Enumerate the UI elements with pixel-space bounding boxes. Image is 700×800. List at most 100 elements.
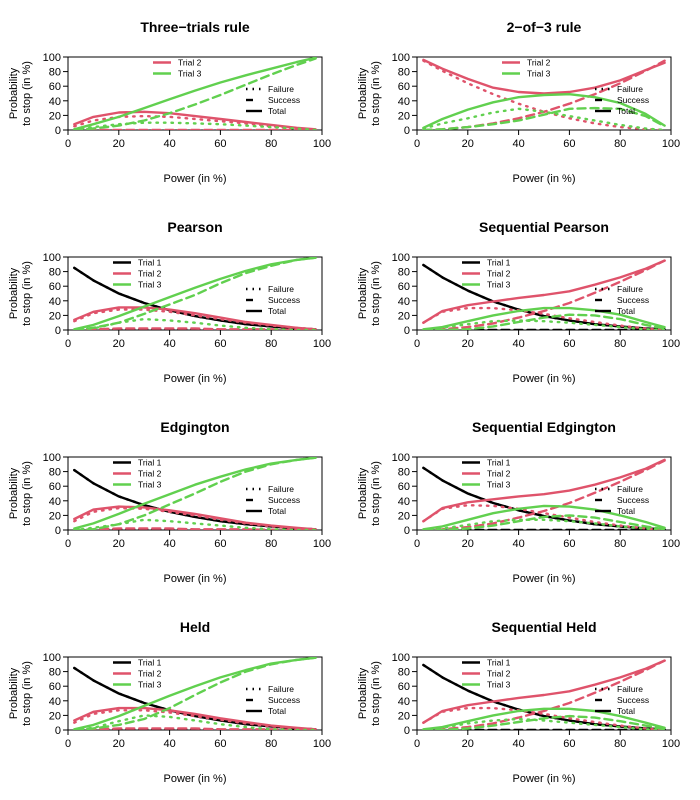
x-tick-label: 40 xyxy=(163,338,175,350)
x-tick-label: 100 xyxy=(662,138,680,150)
x-tick-label: 80 xyxy=(265,738,277,750)
x-tick-label: 40 xyxy=(512,138,524,150)
legend-label: Trial 1 xyxy=(487,658,511,668)
panel-title: Sequential Held xyxy=(491,619,596,635)
panel-title: Pearson xyxy=(167,219,222,235)
linetype-label: Success xyxy=(617,695,649,705)
series-line-trial-2-total xyxy=(422,458,666,523)
series-group xyxy=(73,657,317,730)
linetype-label: Total xyxy=(617,106,635,116)
y-tick-label: 0 xyxy=(55,525,61,537)
x-tick-label: 20 xyxy=(113,138,125,150)
panel-7: Sequential Held 0 20 40 60 80 100 0 20 40 60 80 100 P… xyxy=(357,619,680,785)
series-line-trial-3-total xyxy=(73,457,317,530)
series-line-trial-2-failure xyxy=(73,709,317,730)
series-line-trial-3-failure xyxy=(73,518,317,530)
x-axis-label: Power (in %) xyxy=(513,173,576,185)
panel-4: Edgington 0 20 40 60 80 100 0 20 40 60 80 100 Power (… xyxy=(8,419,331,585)
y-axis-label-line: to stop (in %) xyxy=(21,661,33,726)
y-tick-label: 0 xyxy=(404,325,410,337)
y-tick-label: 20 xyxy=(49,510,61,522)
y-tick-label: 20 xyxy=(49,310,61,322)
y-axis-label-line: to stop (in %) xyxy=(370,661,382,726)
y-tick-label: 0 xyxy=(55,725,61,737)
series-line-trial-3-success xyxy=(422,313,666,330)
linetype-label: Total xyxy=(268,506,286,516)
legend-label: Trial 3 xyxy=(138,480,162,490)
series-line-trial-3-total xyxy=(422,707,666,730)
series-line-trial-2-total xyxy=(73,110,317,130)
x-axis-label: Power (in %) xyxy=(164,773,227,785)
y-axis-label: Probabilityto stop (in %) xyxy=(357,461,382,526)
series-line-trial-3-failure xyxy=(73,714,317,730)
legend-label: Trial 1 xyxy=(138,258,162,268)
x-axis-label: Power (in %) xyxy=(164,573,227,585)
x-tick-label: 0 xyxy=(414,338,420,350)
panel-6: Held 0 20 40 60 80 100 0 20 40 60 80 100 Power (in %)… xyxy=(8,619,331,785)
series-group xyxy=(73,457,317,530)
x-tick-label: 0 xyxy=(65,738,71,750)
series-line-trial-3-total xyxy=(73,657,317,730)
y-tick-label: 80 xyxy=(49,267,61,279)
series-line-trial-2-total xyxy=(73,706,317,730)
y-tick-label: 40 xyxy=(398,496,410,508)
y-tick-label: 40 xyxy=(49,696,61,708)
x-tick-label: 60 xyxy=(563,738,575,750)
y-tick-label: 20 xyxy=(398,710,410,722)
series-line-trial-3-total xyxy=(73,257,317,330)
y-tick-label: 0 xyxy=(404,125,410,137)
y-tick-label: 100 xyxy=(43,52,61,64)
x-tick-label: 20 xyxy=(462,738,474,750)
series-group xyxy=(422,659,666,730)
y-axis-label-line: Probability xyxy=(8,467,20,519)
linetype-label: Success xyxy=(617,295,649,305)
legend-label: Trial 1 xyxy=(138,658,162,668)
series-line-trial-3-success xyxy=(422,514,666,530)
legend-label: Trial 3 xyxy=(138,280,162,290)
y-axis-label: Probabilityto stop (in %) xyxy=(357,261,382,326)
linetype-label: Failure xyxy=(617,684,643,694)
y-tick-label: 40 xyxy=(49,496,61,508)
y-tick-label: 80 xyxy=(398,67,410,79)
plot-box xyxy=(416,56,672,131)
series-line-trial-2-success xyxy=(422,259,666,330)
y-axis-label: Probabilityto stop (in %) xyxy=(8,661,33,726)
panel-title: Edgington xyxy=(160,419,229,435)
y-tick-label: 100 xyxy=(392,652,410,664)
x-tick-label: 40 xyxy=(512,338,524,350)
series-line-trial-3-failure xyxy=(422,319,666,330)
series-line-trial-2-success xyxy=(73,527,317,530)
series-line-trial-3-total xyxy=(73,57,317,130)
linetype-label: Total xyxy=(617,506,635,516)
x-axis-label: Power (in %) xyxy=(513,373,576,385)
y-axis-label-line: Probability xyxy=(357,67,369,119)
x-axis-label: Power (in %) xyxy=(164,373,227,385)
linetype-label: Total xyxy=(617,706,635,716)
legend-label: Trial 2 xyxy=(178,58,202,68)
linetype-label: Failure xyxy=(268,684,294,694)
y-tick-label: 80 xyxy=(398,467,410,479)
y-axis-label-line: Probability xyxy=(357,267,369,319)
x-tick-label: 20 xyxy=(113,538,125,550)
legend-label: Trial 3 xyxy=(138,680,162,690)
x-tick-label: 100 xyxy=(662,338,680,350)
y-tick-label: 80 xyxy=(49,667,61,679)
panel-0: Three−trials rule 0 20 40 60 80 100 0 20 40 60 80 10… xyxy=(8,19,331,185)
x-tick-label: 0 xyxy=(414,538,420,550)
linetype-label: Success xyxy=(268,95,300,105)
linetype-label: Failure xyxy=(617,484,643,494)
linetype-label: Success xyxy=(617,495,649,505)
y-axis-label: Probabilityto stop (in %) xyxy=(8,261,33,326)
x-tick-label: 0 xyxy=(65,138,71,150)
y-tick-label: 20 xyxy=(398,110,410,122)
x-tick-label: 100 xyxy=(313,738,331,750)
series-line-trial-3-total xyxy=(422,504,666,530)
x-tick-label: 20 xyxy=(462,538,474,550)
linetype-label: Total xyxy=(268,706,286,716)
y-axis-label-line: Probability xyxy=(357,667,369,719)
series-line-trial-2-total xyxy=(73,306,317,330)
x-tick-label: 0 xyxy=(414,738,420,750)
y-tick-label: 0 xyxy=(404,725,410,737)
series-line-trial-3-success xyxy=(422,714,666,730)
linetype-label: Success xyxy=(268,695,300,705)
